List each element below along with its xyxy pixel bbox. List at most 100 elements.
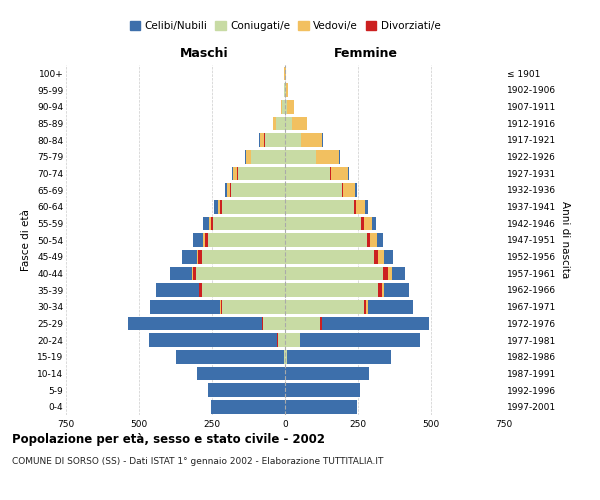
Bar (367, 233, 370, 247)
Bar (285, 233, 367, 247)
Bar (368, 300, 413, 314)
Text: COMUNE DI SORSO (SS) - Dati ISTAT 1° gennaio 2002 - Elaborazione TUTTITALIA.IT: COMUNE DI SORSO (SS) - Dati ISTAT 1° gen… (12, 458, 383, 466)
Bar (214, 200, 218, 213)
Bar (355, 183, 357, 197)
Legend: Celibi/Nubili, Coniugati/e, Vedovi/e, Divorziati/e: Celibi/Nubili, Coniugati/e, Vedovi/e, Di… (125, 17, 445, 36)
Bar (392, 266, 405, 280)
Bar (198, 250, 202, 264)
Bar (209, 216, 211, 230)
Y-axis label: Fasce di età: Fasce di età (22, 209, 31, 271)
Bar (285, 250, 374, 264)
Bar (274, 116, 276, 130)
Bar (265, 133, 285, 147)
Bar (285, 300, 364, 314)
Bar (292, 116, 307, 130)
Bar (285, 166, 330, 180)
Bar (128, 316, 262, 330)
Bar (300, 333, 420, 347)
Bar (192, 266, 193, 280)
Bar (322, 316, 428, 330)
Bar (263, 316, 285, 330)
Bar (353, 200, 356, 213)
Bar (260, 133, 264, 147)
Bar (278, 333, 285, 347)
Bar (285, 133, 301, 147)
Bar (262, 316, 263, 330)
Bar (281, 100, 282, 114)
Bar (285, 400, 356, 413)
Bar (356, 200, 365, 213)
Bar (284, 350, 285, 364)
Bar (231, 183, 285, 197)
Bar (374, 250, 379, 264)
Bar (197, 366, 285, 380)
Bar (388, 266, 392, 280)
Bar (203, 216, 209, 230)
Bar (343, 183, 355, 197)
Bar (316, 150, 339, 164)
Bar (285, 150, 316, 164)
Bar (365, 200, 368, 213)
Bar (203, 233, 205, 247)
Bar (222, 200, 285, 213)
Text: Popolazione per età, sesso e stato civile - 2002: Popolazione per età, sesso e stato civil… (12, 432, 325, 446)
Bar (285, 100, 287, 114)
Bar (348, 166, 349, 180)
Bar (196, 266, 285, 280)
Bar (230, 183, 231, 197)
Bar (182, 250, 197, 264)
Bar (222, 300, 285, 314)
Bar (286, 83, 288, 97)
Bar (282, 100, 285, 114)
Bar (149, 333, 277, 347)
Bar (285, 350, 287, 364)
Bar (284, 83, 285, 97)
Bar (377, 233, 383, 247)
Bar (287, 100, 294, 114)
Bar (285, 366, 369, 380)
Bar (211, 400, 285, 413)
Bar (193, 233, 203, 247)
Bar (331, 166, 348, 180)
Bar (372, 216, 376, 230)
Bar (285, 216, 361, 230)
Bar (205, 233, 208, 247)
Bar (238, 166, 285, 180)
Text: Femmine: Femmine (334, 47, 398, 60)
Bar (176, 350, 284, 364)
Y-axis label: Anni di nascita: Anni di nascita (560, 202, 570, 278)
Bar (384, 283, 409, 297)
Bar (220, 200, 222, 213)
Bar (276, 116, 285, 130)
Bar (382, 283, 384, 297)
Bar (361, 216, 364, 230)
Bar (342, 183, 343, 197)
Bar (225, 183, 227, 197)
Bar (379, 283, 382, 297)
Bar (287, 350, 391, 364)
Bar (285, 383, 361, 397)
Bar (285, 183, 342, 197)
Bar (301, 133, 322, 147)
Bar (208, 383, 285, 397)
Bar (199, 283, 202, 297)
Bar (202, 250, 285, 264)
Bar (285, 266, 383, 280)
Bar (156, 283, 199, 297)
Bar (320, 316, 322, 330)
Bar (285, 283, 379, 297)
Bar (366, 300, 368, 314)
Bar (285, 333, 299, 347)
Bar (364, 300, 366, 314)
Bar (285, 116, 292, 130)
Bar (232, 166, 233, 180)
Bar (251, 150, 285, 164)
Bar (245, 150, 251, 164)
Bar (202, 283, 285, 297)
Bar (221, 300, 222, 314)
Bar (193, 266, 196, 280)
Bar (208, 233, 285, 247)
Bar (364, 216, 372, 230)
Bar (214, 216, 285, 230)
Bar (170, 266, 192, 280)
